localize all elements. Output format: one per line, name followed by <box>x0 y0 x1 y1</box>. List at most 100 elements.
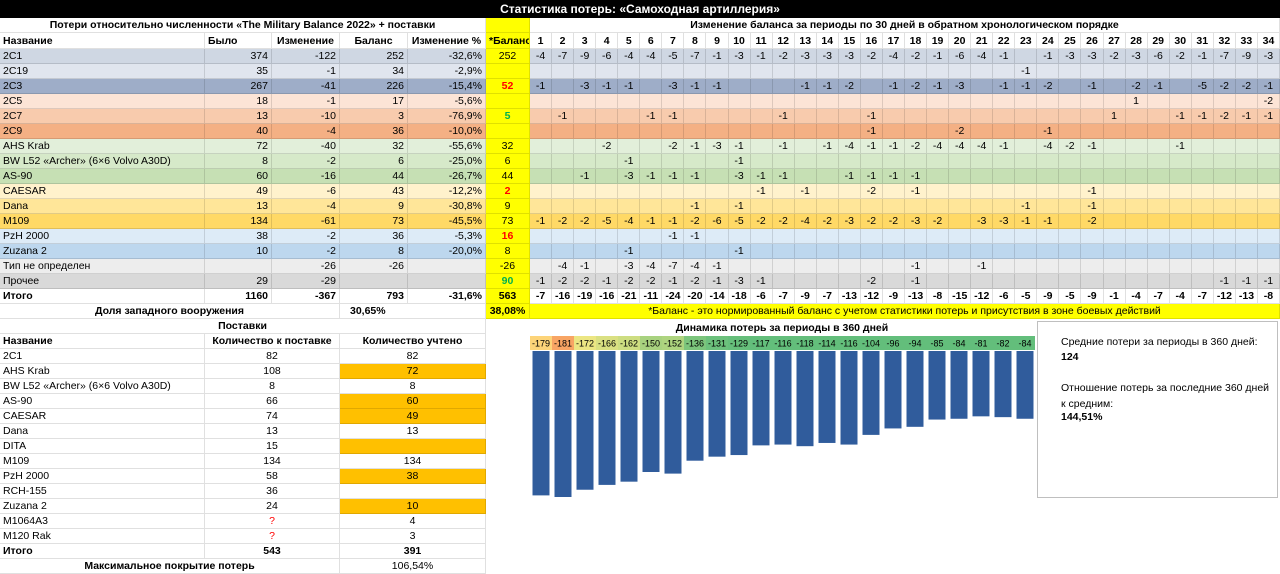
period-header: 26 <box>1081 33 1104 49</box>
period-value <box>882 109 905 124</box>
period-value <box>1015 169 1038 184</box>
period-value: -13 <box>1235 289 1258 304</box>
period-value: -3 <box>993 214 1016 229</box>
period-value: -1 <box>1147 79 1170 94</box>
period-value: -1 <box>971 259 994 274</box>
period-value <box>530 154 553 169</box>
row-name: 2С3 <box>0 79 205 94</box>
period-value <box>816 184 839 199</box>
value-cell: 108 <box>205 364 340 379</box>
value-cell: -40 <box>272 139 340 154</box>
bar <box>862 351 880 435</box>
column-header: Изменение % <box>408 33 486 49</box>
row-name: AHS Krab <box>0 139 205 154</box>
period-value: -2 <box>1169 49 1192 64</box>
period-value <box>993 109 1016 124</box>
period-value <box>728 94 751 109</box>
period-value: -1 <box>530 274 553 289</box>
period-value: -3 <box>971 214 994 229</box>
period-value: -12 <box>971 289 994 304</box>
value-label-bg <box>728 336 750 350</box>
period-value: -3 <box>728 274 751 289</box>
period-value <box>618 94 641 109</box>
value-cell: 5 <box>486 109 530 124</box>
period-value <box>1147 169 1170 184</box>
period-value: -1 <box>1257 274 1280 289</box>
value-cell: 32 <box>340 139 408 154</box>
period-value <box>1213 139 1236 154</box>
period-value <box>794 229 817 244</box>
period-value <box>794 259 817 274</box>
period-value <box>1169 154 1192 169</box>
period-value: -1 <box>1213 274 1236 289</box>
row-name: M120 Rak <box>0 529 205 544</box>
period-value <box>662 124 685 139</box>
period-value <box>662 94 685 109</box>
value-label-bg <box>904 336 926 350</box>
period-value <box>772 154 795 169</box>
period-value: -2 <box>1235 79 1258 94</box>
period-value: -3 <box>618 169 641 184</box>
period-value <box>1125 229 1148 244</box>
value-cell: -16 <box>272 169 340 184</box>
value-cell: 3 <box>340 529 486 544</box>
period-value: -1 <box>1191 49 1214 64</box>
value-cell: 13 <box>205 199 272 214</box>
value-cell: 8 <box>205 379 340 394</box>
period-value <box>1235 124 1258 139</box>
period-value: -3 <box>838 49 861 64</box>
period-value <box>1059 64 1082 79</box>
value-cell <box>408 259 486 274</box>
period-value <box>1169 184 1192 199</box>
bar <box>774 351 792 445</box>
period-value: -13 <box>838 289 861 304</box>
period-value <box>971 109 994 124</box>
period-value <box>927 94 950 109</box>
period-value: -1 <box>905 259 928 274</box>
period-value: -2 <box>1213 109 1236 124</box>
period-value: -1 <box>662 229 685 244</box>
period-value <box>1147 109 1170 124</box>
period-value <box>1169 94 1192 109</box>
period-value: -19 <box>574 289 597 304</box>
value-label: -114 <box>818 339 835 349</box>
value-cell: 8 <box>340 379 486 394</box>
period-value <box>1103 154 1126 169</box>
period-header: 12 <box>772 33 795 49</box>
period-value <box>971 274 994 289</box>
period-value <box>1257 184 1280 199</box>
period-value <box>1147 259 1170 274</box>
period-value <box>1191 214 1214 229</box>
period-header: 33 <box>1235 33 1258 49</box>
period-value <box>1125 199 1148 214</box>
period-value <box>1169 169 1192 184</box>
period-value <box>750 109 773 124</box>
value-cell <box>486 64 530 79</box>
period-value: -2 <box>1213 79 1236 94</box>
period-value <box>1103 169 1126 184</box>
period-header: 7 <box>662 33 685 49</box>
value-cell: 793 <box>340 289 408 304</box>
period-value: -3 <box>728 169 751 184</box>
period-value: -2 <box>640 274 663 289</box>
period-value <box>1059 199 1082 214</box>
value-cell: 40 <box>205 124 272 139</box>
value-cell <box>486 124 530 139</box>
period-value <box>618 229 641 244</box>
period-value: -1 <box>684 169 707 184</box>
period-value <box>530 124 553 139</box>
period-value <box>1147 244 1170 259</box>
period-value <box>1125 109 1148 124</box>
period-value <box>1191 124 1214 139</box>
period-value <box>971 94 994 109</box>
value-cell: 16 <box>486 229 530 244</box>
period-value <box>1235 214 1258 229</box>
period-header: 29 <box>1147 33 1170 49</box>
period-value <box>574 154 597 169</box>
period-value <box>750 124 773 139</box>
row-name: 2С9 <box>0 124 205 139</box>
period-value <box>1213 259 1236 274</box>
value-cell: 38 <box>340 469 486 484</box>
period-value <box>574 109 597 124</box>
period-value <box>706 109 729 124</box>
